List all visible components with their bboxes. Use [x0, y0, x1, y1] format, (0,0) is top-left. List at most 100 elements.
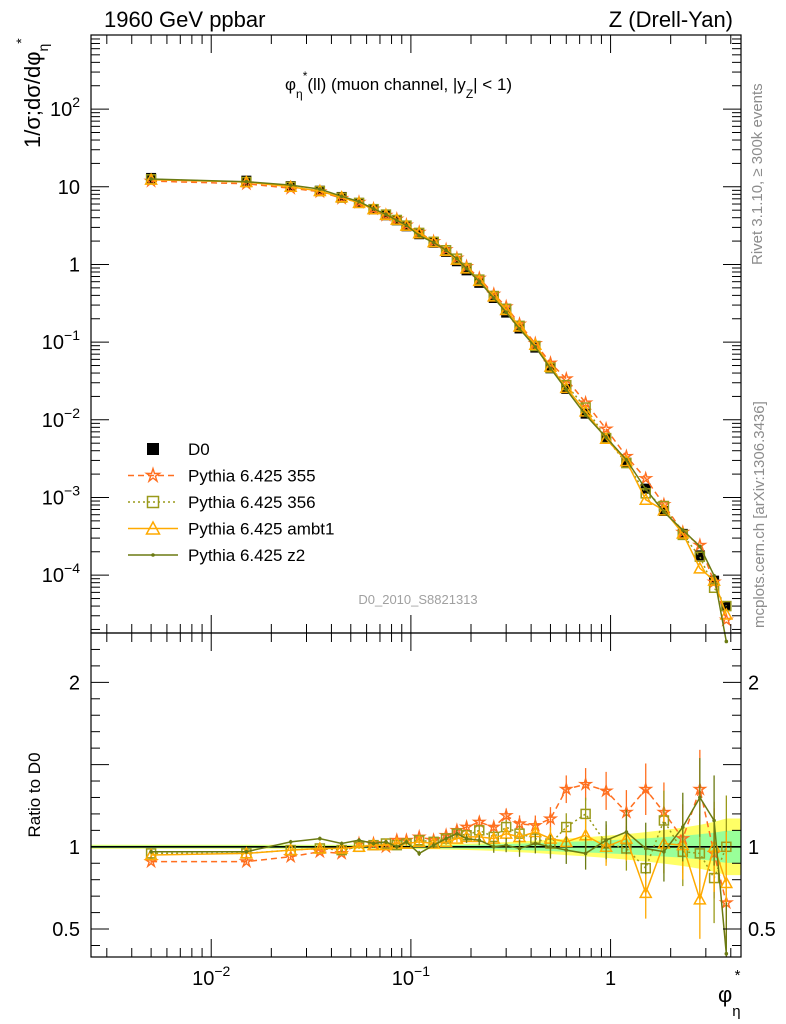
- data-point-ratio: [404, 840, 409, 844]
- data-point-ratio: [643, 846, 648, 851]
- ratio-y-tick-label: 2: [69, 672, 80, 694]
- data-point-ratio: [580, 808, 591, 820]
- data-point-ratio: [417, 851, 421, 856]
- panel-title: φη*(ll) (muon channel, |yZ| < 1): [285, 69, 512, 101]
- data-point-ratio: [439, 834, 453, 848]
- data-point-main: [444, 248, 448, 253]
- data-point-ratio: [680, 825, 685, 829]
- legend-label: Pythia 6.425 356: [188, 493, 316, 512]
- data-point-ratio: [339, 841, 344, 846]
- axes-frames: [90, 34, 742, 958]
- data-point-main: [657, 503, 671, 516]
- data-point-main: [543, 359, 558, 372]
- data-point-main: [244, 179, 249, 184]
- legend-label: Pythia 6.425 z2: [188, 546, 305, 565]
- data-point-ratio: [558, 781, 574, 796]
- data-point-ratio: [548, 845, 553, 849]
- data-point-ratio: [394, 845, 399, 849]
- legend-entry-0[interactable]: D0: [147, 440, 210, 459]
- legend-marker: [151, 553, 155, 557]
- data-point-main: [533, 345, 538, 349]
- data-point-main: [548, 366, 553, 371]
- data-point-ratio: [444, 836, 448, 841]
- legend-entry-4[interactable]: Pythia 6.425 z2: [128, 546, 305, 565]
- data-point-main: [694, 550, 705, 561]
- data-point-main: [288, 183, 293, 187]
- data-point-ratio: [412, 834, 426, 848]
- data-point-ratio: [149, 849, 153, 854]
- data-point-main: [379, 207, 393, 221]
- data-point-main: [477, 279, 482, 284]
- data-point-ratio: [318, 836, 322, 841]
- data-point-main: [619, 454, 634, 467]
- ratio-y-tick-label: 0.5: [52, 919, 80, 941]
- data-point-main: [451, 256, 462, 267]
- data-point-main: [662, 510, 666, 514]
- data-point-main: [459, 261, 474, 274]
- process-label: Z (Drell-Yan): [609, 7, 733, 32]
- data-point-main: [357, 199, 361, 204]
- legend: D0 Pythia 6.425 355 Pythia 6.425 356 Pythia…: [128, 440, 334, 565]
- rivet-version-label: Rivet 3.1.10, ≥ 300k events: [749, 83, 766, 265]
- data-point-ratio: [450, 831, 464, 844]
- data-point-main: [638, 470, 654, 486]
- data-point-main: [404, 223, 409, 228]
- data-point-main: [504, 310, 508, 315]
- data-point-ratio: [719, 875, 734, 889]
- data-point-ratio: [604, 838, 608, 843]
- data-point-ratio: [504, 843, 508, 847]
- legend-entry-3[interactable]: Pythia 6.425 ambt1: [128, 520, 334, 539]
- x-axis-label: φη*: [718, 967, 741, 1020]
- y-tick-label-main: 10−3: [42, 482, 80, 509]
- energy-label: 1960 GeV ppbar: [104, 7, 265, 32]
- data-point-ratio: [533, 841, 538, 846]
- series-line-main: [151, 180, 728, 621]
- data-point-ratio: [583, 851, 588, 856]
- data-point-ratio: [693, 892, 707, 905]
- data-point-main: [598, 420, 614, 436]
- legend-label: Pythia 6.425 355: [188, 467, 316, 486]
- data-point-ratio: [598, 782, 614, 798]
- data-point-ratio: [379, 838, 393, 851]
- data-point-main: [599, 431, 613, 445]
- ratio-y-tick-label-right: 1: [748, 837, 759, 859]
- legend-label: Pythia 6.425 ambt1: [188, 520, 334, 539]
- data-point-ratio: [239, 846, 254, 859]
- data-point-ratio: [638, 781, 654, 796]
- data-point-ratio: [357, 838, 361, 843]
- data-point-main: [318, 187, 322, 191]
- data-point-ratio: [517, 846, 522, 851]
- data-point-ratio: [455, 831, 459, 836]
- data-point-ratio: [486, 818, 502, 834]
- y-tick-label-main: 10−4: [42, 560, 80, 587]
- y-tick-label-main: 102: [50, 94, 80, 121]
- data-point-ratio: [542, 810, 559, 826]
- x-tick-label: 10−1: [392, 963, 430, 990]
- data-point-main: [559, 380, 574, 394]
- data-point-main: [698, 544, 702, 549]
- data-point-main: [149, 177, 153, 181]
- data-point-ratio: [498, 807, 514, 823]
- ratio-y-tick-label-right: 0.5: [748, 919, 776, 941]
- data-point-main: [283, 179, 298, 193]
- data-point-main: [472, 273, 487, 287]
- y-tick-label-main: 1: [69, 254, 80, 276]
- data-point-ratio: [564, 848, 569, 852]
- data-point-ratio: [491, 845, 496, 849]
- x-tick-label: 1: [605, 968, 616, 990]
- main-frame: [90, 34, 742, 634]
- data-point-main: [604, 435, 608, 440]
- analysis-watermark: D0_2010_S8821313: [358, 592, 477, 607]
- data-point-main: [583, 413, 588, 417]
- data-point-ratio: [352, 839, 366, 853]
- data-point-ratio: [477, 838, 482, 843]
- data-point-main: [624, 458, 629, 462]
- data-point-main: [638, 492, 653, 505]
- data-point-ratio: [464, 836, 469, 841]
- data-point-main: [339, 194, 344, 199]
- data-point-main: [431, 240, 436, 245]
- legend-entry-1[interactable]: Pythia 6.425 355: [128, 466, 316, 486]
- data-point-ratio: [638, 885, 653, 899]
- legend-entry-2[interactable]: Pythia 6.425 356: [128, 493, 316, 512]
- data-point-main: [417, 233, 421, 238]
